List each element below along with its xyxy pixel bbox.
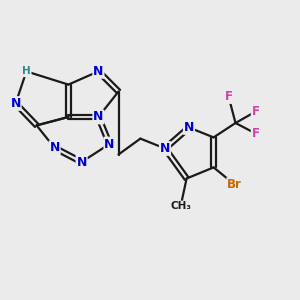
- Text: F: F: [252, 105, 260, 118]
- Text: N: N: [184, 121, 194, 134]
- Text: F: F: [252, 127, 260, 140]
- Text: CH₃: CH₃: [170, 201, 191, 212]
- Text: F: F: [225, 90, 232, 103]
- Text: N: N: [11, 97, 21, 110]
- Text: N: N: [76, 155, 87, 169]
- Text: N: N: [93, 65, 103, 78]
- Text: N: N: [93, 110, 103, 124]
- Text: Br: Br: [227, 178, 242, 191]
- Text: H: H: [22, 66, 31, 76]
- Text: N: N: [104, 137, 115, 151]
- Text: N: N: [160, 142, 170, 155]
- Text: N: N: [50, 141, 60, 154]
